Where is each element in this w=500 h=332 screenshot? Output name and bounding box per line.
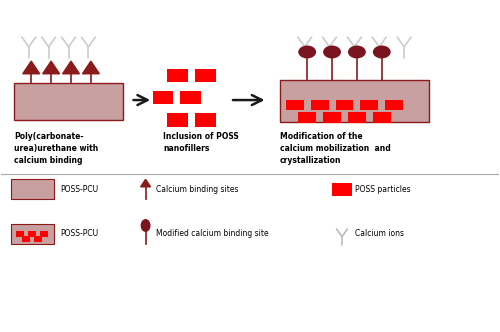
Ellipse shape <box>373 45 390 58</box>
Polygon shape <box>42 61 59 74</box>
Polygon shape <box>140 179 150 187</box>
FancyBboxPatch shape <box>12 224 53 244</box>
FancyBboxPatch shape <box>168 69 188 82</box>
FancyBboxPatch shape <box>323 112 341 123</box>
Text: POSS-PCU: POSS-PCU <box>60 185 98 194</box>
Ellipse shape <box>140 219 150 232</box>
FancyBboxPatch shape <box>16 231 24 237</box>
Polygon shape <box>82 61 100 74</box>
FancyBboxPatch shape <box>40 231 48 237</box>
Text: Poly(carbonate-
urea)urethane with
calcium binding: Poly(carbonate- urea)urethane with calci… <box>14 132 98 165</box>
FancyBboxPatch shape <box>28 231 36 237</box>
FancyBboxPatch shape <box>336 100 353 111</box>
FancyBboxPatch shape <box>310 100 328 111</box>
FancyBboxPatch shape <box>286 100 304 111</box>
FancyBboxPatch shape <box>180 91 201 104</box>
FancyBboxPatch shape <box>195 113 216 126</box>
Ellipse shape <box>323 45 341 58</box>
FancyBboxPatch shape <box>14 83 123 120</box>
FancyBboxPatch shape <box>348 112 366 123</box>
Text: Modification of the
calcium mobilization  and
crystallization: Modification of the calcium mobilization… <box>280 132 390 165</box>
Text: Calcium binding sites: Calcium binding sites <box>156 185 238 194</box>
Text: Modified calcium binding site: Modified calcium binding site <box>156 229 268 238</box>
Ellipse shape <box>298 45 316 58</box>
Polygon shape <box>23 61 40 74</box>
FancyBboxPatch shape <box>195 69 216 82</box>
FancyBboxPatch shape <box>360 100 378 111</box>
FancyBboxPatch shape <box>152 91 174 104</box>
Text: Calcium ions: Calcium ions <box>356 229 405 238</box>
Text: POSS-PCU: POSS-PCU <box>60 229 98 238</box>
FancyBboxPatch shape <box>22 236 30 242</box>
Text: POSS particles: POSS particles <box>356 185 411 194</box>
FancyBboxPatch shape <box>168 113 188 126</box>
FancyBboxPatch shape <box>298 112 316 123</box>
FancyBboxPatch shape <box>373 112 390 123</box>
FancyBboxPatch shape <box>385 100 403 111</box>
Polygon shape <box>62 61 80 74</box>
Ellipse shape <box>348 45 366 58</box>
FancyBboxPatch shape <box>34 236 42 242</box>
FancyBboxPatch shape <box>332 183 352 196</box>
Text: Inclusion of POSS
nanofillers: Inclusion of POSS nanofillers <box>163 132 238 153</box>
FancyBboxPatch shape <box>280 80 429 123</box>
FancyBboxPatch shape <box>12 179 53 199</box>
